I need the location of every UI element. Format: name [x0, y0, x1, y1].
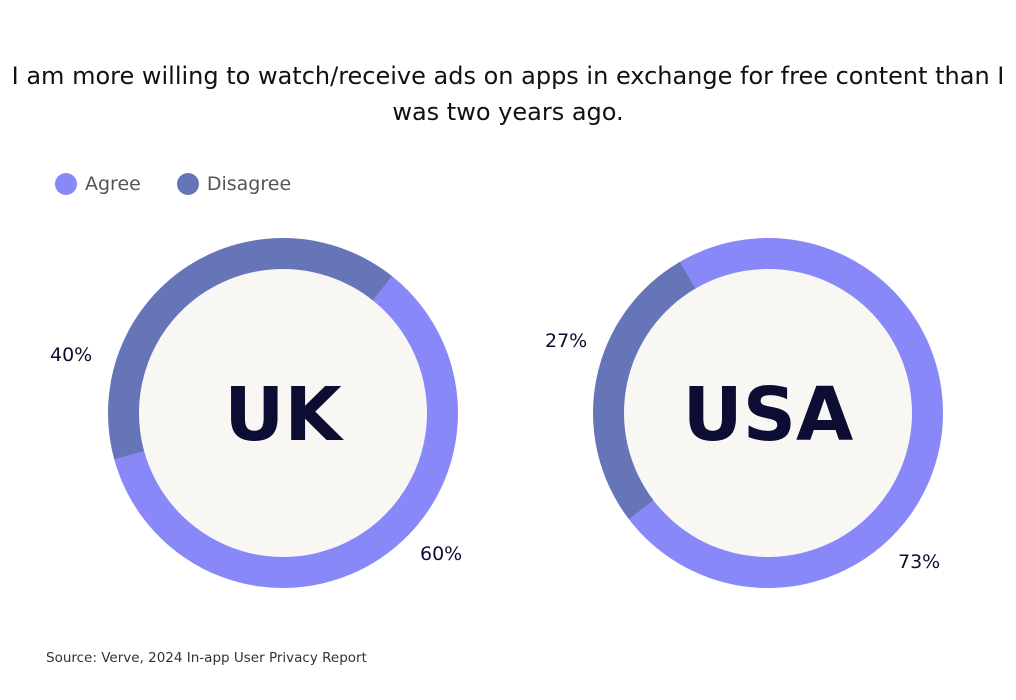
legend-item-disagree: Disagree [176, 173, 292, 195]
legend-swatch-agree [55, 173, 77, 195]
legend-label-agree: Agree [85, 173, 141, 195]
slice-uk-disagree [108, 238, 393, 460]
slice-usa-disagree [593, 261, 696, 520]
data-label-uk-agree: 60% [420, 543, 463, 565]
legend-swatch-disagree [176, 173, 199, 195]
data-label-uk-disagree: 40% [50, 344, 93, 366]
donut-usa [593, 237, 944, 588]
legend-item-agree: Agree [55, 173, 141, 195]
data-label-usa-agree: 73% [898, 551, 941, 573]
donut-center-usa [624, 269, 912, 557]
legend: Agree Disagree [55, 173, 291, 195]
donut-center-uk [139, 269, 427, 557]
center-label-usa: USA [683, 372, 854, 458]
center-label-uk: UK [224, 372, 344, 458]
chart-title: I am more willing to watch/receive ads o… [11, 62, 1005, 126]
source-note: Source: Verve, 2024 In-app User Privacy … [46, 650, 367, 666]
donut-uk [108, 238, 458, 589]
legend-label-disagree: Disagree [206, 173, 292, 195]
data-label-usa-disagree: 27% [545, 330, 588, 352]
